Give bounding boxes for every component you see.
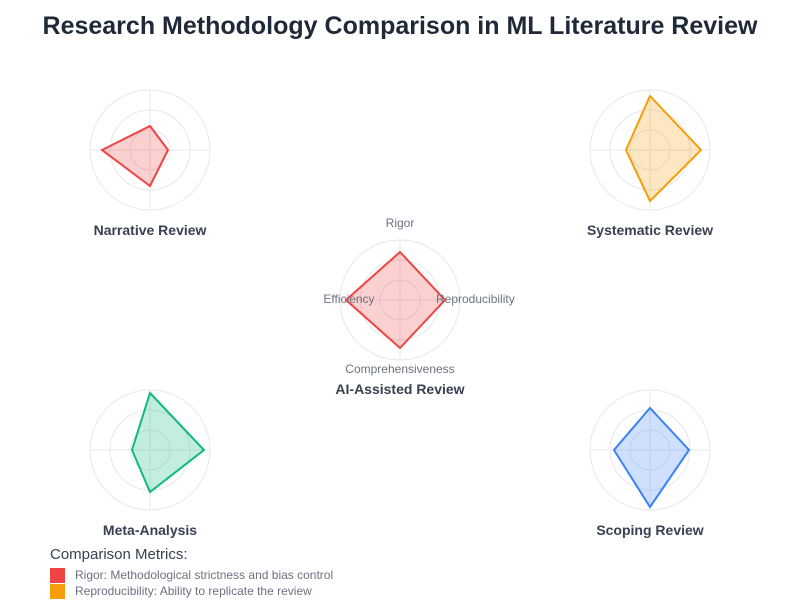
radar-systematic-review: Systematic Review [587,89,713,238]
axis-label-rigor: Rigor [386,216,415,230]
chart-label: Systematic Review [587,222,713,238]
data-polygon [612,406,691,509]
radar-narrative-review: Narrative Review [89,89,211,238]
chart-label: AI-Assisted Review [335,381,464,397]
legend-label: Reproducibility: Ability to replicate th… [75,584,312,598]
axis-label-comprehensiveness: Comprehensiveness [345,362,454,376]
legend-title: Comparison Metrics: [50,546,188,563]
axis-label-efficiency: Efficiency [323,292,374,306]
legend-label: Rigor: Methodological strictness and bia… [75,568,334,582]
radar-meta-analysis: Meta-Analysis [89,389,211,538]
chart-label: Narrative Review [94,222,207,238]
legend-swatch [50,584,65,599]
legend-swatch [50,568,65,583]
chart-label: Scoping Review [596,522,703,538]
radar-ai-assisted-review: Rigor Reproducibility Comprehensiveness Eff… [323,216,514,397]
legend-item-rigor: Rigor: Methodological strictness and bia… [50,568,333,583]
data-polygon [100,124,170,188]
radar-scoping-review: Scoping Review [589,389,711,538]
legend-item-reproducibility: Reproducibility: Ability to replicate th… [50,584,312,599]
chart-label: Meta-Analysis [103,522,197,538]
axis-label-reproducibility: Reproducibility [436,292,515,306]
chart-title: Research Methodology Comparison in ML Li… [42,12,758,40]
